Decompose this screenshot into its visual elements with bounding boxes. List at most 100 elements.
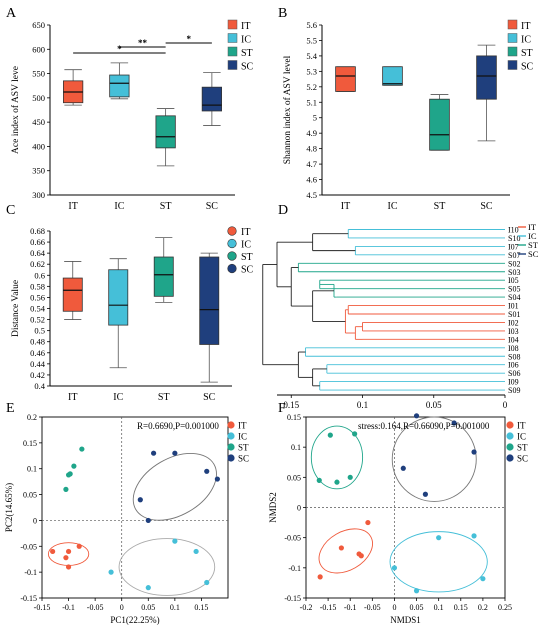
panel-f-x-tick-label: 0.05 — [410, 603, 424, 612]
panel-d-legend-label-IC: IC — [528, 231, 537, 241]
panel-e-y-tick-label: 0.1 — [27, 465, 37, 474]
panel-a-y-tick-label: 600 — [32, 44, 45, 54]
panel-f-y-tick-label: -0.1 — [288, 564, 301, 573]
panel-c-category-label-ST: ST — [158, 392, 170, 403]
panel-a-legend-label-IT: IT — [241, 21, 250, 32]
panel-c-legend-label-SC: SC — [241, 265, 254, 276]
panel-b-legend-marker-IT — [507, 19, 518, 30]
panel-e-point-SC — [172, 450, 178, 456]
panel-d-leaf-label-S01: S01 — [508, 310, 520, 319]
panel-a-legend-label-ST: ST — [241, 48, 253, 59]
panel-f-x-tick-label: 0.1 — [434, 603, 444, 612]
panel-b-legend-marker-ST — [507, 46, 518, 57]
panel-e-point-IT — [50, 548, 56, 555]
panel-d-legend-label-SC: SC — [528, 249, 539, 259]
panel-d-x-tick-label: 0.1 — [357, 400, 368, 410]
panel-f-legend-label-ST: ST — [517, 443, 528, 453]
panel-e-y-tick-label: -0.05 — [20, 542, 37, 551]
panel-b-y-axis-label: Shannon index of ASV level — [282, 55, 293, 164]
panel-e-point-SC — [145, 517, 151, 524]
panel-c-legend-marker-IC — [227, 238, 237, 249]
panel-e-point-IC — [108, 569, 114, 575]
panel-d-leaf-label-I07: I07 — [508, 242, 519, 251]
panel-e-legend-label-SC: SC — [238, 454, 249, 464]
panel-e-point-IT — [76, 543, 82, 549]
panel-e-legend-marker-IC — [227, 432, 235, 440]
panel-b-y-tick-label: 5.6 — [306, 20, 317, 30]
panel-e-ellipse-IC — [118, 538, 216, 596]
panel-e-point-IC — [172, 538, 178, 544]
panel-a-category-label-IC: IC — [114, 201, 124, 212]
panel-e-x-tick-label: 0.05 — [141, 603, 155, 612]
panel-b-y-tick-label: 5.3 — [306, 66, 317, 76]
panel-e-frame — [41, 416, 229, 599]
panel-f-point-SC — [471, 449, 477, 455]
panel-c-box-IT — [62, 277, 83, 312]
panel-a-legend-marker-IC — [227, 33, 238, 43]
panel-e-point-IC — [204, 579, 210, 586]
panel-e-x-tick-label: 0.1 — [170, 603, 180, 612]
panel-b-box-IT — [335, 66, 356, 92]
panel-c-box-SC — [199, 256, 220, 345]
panel-d-leaf-label-S07: S07 — [508, 251, 520, 260]
panel-f-x-tick-label: 0.15 — [454, 603, 468, 612]
panel-letter-F: F — [278, 401, 286, 416]
panel-a-significance-label: * — [187, 34, 192, 44]
panel-e-point-IT — [65, 548, 72, 555]
panel-e-plot: -0.15 -0.1 -0.05 0 0.05 0.1 0.15 -0.15 -0.1 -0.05… — [4, 413, 249, 625]
panel-c-y-tick-label: 0.46 — [30, 348, 45, 358]
panel-e-y-tick-label: 0 — [33, 516, 37, 525]
panel-f-ellipse-IC — [389, 531, 488, 593]
panel-c-y-tick-label: 0.52 — [30, 315, 45, 325]
panel-e-x-axis-label: PC1(22.25%) — [110, 615, 159, 625]
panel-c-legend-label-ST: ST — [241, 252, 253, 263]
panel-c-y-tick-label: 0.48 — [30, 337, 45, 347]
panel-e-point-ST — [71, 463, 77, 469]
panel-b-y-tick-label: 4.6 — [306, 175, 317, 185]
panel-f-plot: -0.2 -0.15 -0.1 -0.05 0 0.05 0.1 0.15 0.2 0.25-0.… — [268, 413, 528, 625]
panel-a-box-IC — [109, 74, 130, 98]
panel-d-leaf-label-S02: S02 — [508, 259, 520, 268]
panel-b-category-label-ST: ST — [434, 201, 446, 212]
panel-c-legend-label-IT: IT — [241, 227, 250, 238]
panel-e-y-tick-label: -0.15 — [20, 594, 37, 603]
panel-f-legend-marker-ST — [506, 443, 514, 451]
panel-c-y-tick-label: 0.42 — [30, 370, 45, 380]
panel-f-point-SC — [413, 413, 420, 419]
panel-a-legend-marker-SC — [227, 60, 238, 70]
panel-e-x-tick-label: -0.15 — [34, 603, 51, 612]
panel-letter-B: B — [278, 6, 287, 21]
panel-c-y-tick-label: 0.44 — [30, 359, 46, 369]
panel-d-leaf-label-I06: I06 — [508, 361, 519, 370]
panel-f-ellipse-SC — [391, 416, 477, 502]
panel-e-y-tick-label: 0.05 — [23, 491, 37, 500]
panel-e-annotation: R=0.6690,P=0.001000 — [137, 421, 219, 431]
panel-letter-D: D — [278, 203, 288, 218]
panel-d-x-tick-label: 0.05 — [426, 400, 442, 410]
panel-b-box-IC — [382, 66, 403, 86]
panel-a-legend-marker-ST — [227, 46, 238, 57]
panel-f-point-SC — [451, 420, 457, 426]
panel-e-legend-label-IT: IT — [238, 421, 247, 431]
panel-f-ellipse-ST — [310, 425, 364, 490]
panel-b-legend-marker-SC — [507, 60, 518, 70]
panel-f-legend-label-SC: SC — [517, 454, 528, 464]
panel-d-leaf-label-I05: I05 — [508, 276, 519, 285]
panel-a-y-tick-label: 350 — [32, 166, 45, 176]
panel-b-y-tick-label: 5 — [313, 113, 317, 123]
panel-f-point-IC — [436, 535, 442, 541]
panel-e-point-SC — [151, 450, 157, 456]
panel-f-y-axis-label: NMDS2 — [268, 492, 278, 523]
panel-letter-C: C — [6, 203, 15, 218]
panel-c-plot: 0.40.420.440.460.480.50.520.540.560.580.… — [11, 226, 232, 403]
panel-e-y-tick-label: 0.2 — [27, 413, 37, 422]
panel-b-category-label-SC: SC — [480, 201, 493, 212]
panel-f-x-tick-label: -0.1 — [344, 603, 357, 612]
panel-c-y-tick-label: 0.5 — [34, 326, 45, 336]
panel-f-y-tick-label: -0.15 — [284, 594, 301, 603]
panel-c-box-IC — [108, 269, 129, 326]
panel-d-leaf-label-I10: I10 — [508, 226, 519, 235]
panel-b-category-label-IC: IC — [388, 201, 398, 212]
panel-f-y-tick-label: 0.1 — [291, 443, 301, 452]
